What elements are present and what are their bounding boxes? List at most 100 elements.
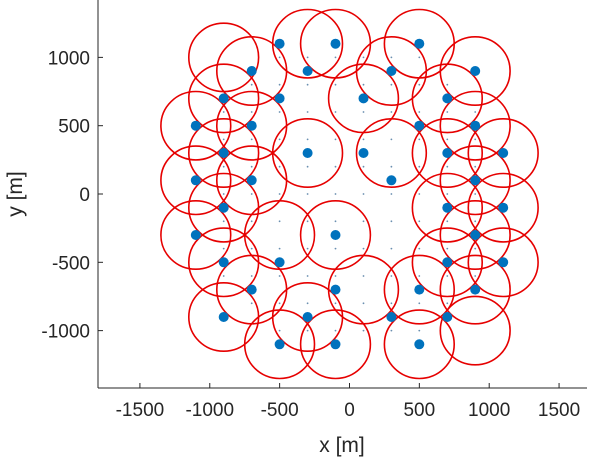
grid-dot — [390, 220, 393, 223]
grid-dot — [474, 220, 477, 223]
grid-dot — [446, 275, 449, 277]
data-point — [358, 93, 369, 104]
coverage-circle — [243, 309, 316, 380]
data-point — [498, 257, 509, 268]
data-point — [498, 202, 509, 213]
data-point — [218, 148, 229, 158]
grid-dot — [278, 138, 281, 141]
grid-dot — [446, 220, 449, 223]
grid-dot — [418, 302, 421, 305]
grid-dot — [390, 165, 393, 168]
data-point — [302, 66, 313, 76]
grid-dot — [278, 247, 281, 250]
grid-dot — [250, 220, 253, 223]
data-point — [274, 93, 285, 104]
grid-dot — [334, 83, 337, 86]
data-point — [442, 93, 453, 104]
coverage-circle — [383, 254, 455, 325]
coverage-circle — [467, 172, 539, 243]
coverage-circle — [439, 295, 511, 366]
grid-dot — [278, 83, 281, 86]
grid-dot — [418, 329, 421, 332]
grid-dot — [418, 275, 421, 277]
data-point — [414, 339, 425, 350]
grid-dot — [278, 165, 281, 168]
coverage-circles-layer — [160, 8, 539, 380]
grid-dot — [278, 275, 281, 277]
grid-dot — [390, 83, 393, 86]
grid-dot — [278, 302, 281, 305]
data-point — [470, 120, 481, 131]
grid-dot — [306, 302, 309, 305]
grid-dot — [306, 247, 309, 250]
coverage-circle — [467, 227, 539, 298]
grid-dot — [250, 111, 253, 113]
grid-dot — [222, 111, 225, 113]
x-tick-label: -1500 — [116, 400, 165, 421]
grid-dot — [250, 247, 253, 250]
x-tick-label: 0 — [344, 400, 355, 421]
grid-dot — [446, 138, 449, 141]
grid-dot — [222, 275, 225, 277]
grid-dot — [306, 275, 309, 277]
coverage-circle — [187, 118, 260, 189]
data-point — [442, 202, 453, 213]
data-points-layer — [190, 38, 509, 350]
grid-dot — [278, 193, 281, 195]
data-point — [358, 148, 369, 158]
grid-dot — [222, 138, 225, 141]
grid-dot — [278, 56, 281, 59]
grid-dot — [474, 138, 477, 141]
data-point — [218, 93, 229, 104]
data-point — [386, 175, 397, 186]
grid-dot — [474, 247, 477, 250]
y-tick-label: -500 — [52, 253, 90, 274]
grid-dot — [390, 302, 393, 305]
grid-dot — [446, 193, 449, 195]
coverage-circle — [160, 200, 232, 271]
data-point — [274, 257, 285, 268]
grid-dot — [306, 165, 309, 168]
grid-dot — [334, 165, 337, 168]
axes-layer: -1500 -1000 -500 0 500 1000 1500 -1000 -500 0 500 1… — [41, 0, 587, 421]
coverage-circle — [160, 90, 232, 161]
grid-dot — [306, 193, 309, 195]
grid-dot — [250, 302, 253, 305]
data-point — [246, 175, 257, 186]
coverage-circle — [439, 145, 511, 216]
grid-dot — [390, 247, 393, 250]
grid-dot — [362, 111, 365, 113]
x-axis-label: x [m] — [319, 434, 365, 457]
grid-dot — [250, 275, 253, 277]
data-point — [246, 120, 257, 131]
grid-dot — [334, 302, 337, 305]
grid-dot — [390, 329, 393, 332]
grid-dot — [250, 165, 253, 168]
coverage-circle — [187, 63, 260, 134]
grid-dot — [390, 111, 393, 113]
coverage-circle — [243, 200, 316, 271]
grid-dot — [334, 111, 337, 113]
grid-dot — [418, 165, 421, 168]
data-point — [330, 284, 341, 295]
coverage-circle — [327, 254, 400, 325]
coverage-circle — [271, 8, 344, 79]
grid-dot — [446, 111, 449, 113]
grid-dot — [418, 56, 421, 59]
coverage-circle — [439, 90, 511, 161]
grid-dot — [362, 165, 365, 168]
grid-dot — [222, 165, 225, 168]
grid-dot — [362, 193, 365, 195]
data-point — [470, 230, 481, 240]
grid-dot — [306, 220, 309, 223]
grid-dot — [362, 275, 365, 277]
data-point — [190, 120, 201, 131]
data-point — [302, 312, 313, 322]
grid-dot — [362, 302, 365, 305]
y-tick-label: 0 — [79, 185, 90, 206]
grid-dot — [362, 138, 365, 141]
data-point — [414, 284, 425, 295]
grid-dot — [418, 83, 421, 86]
grid-dot — [362, 247, 365, 250]
